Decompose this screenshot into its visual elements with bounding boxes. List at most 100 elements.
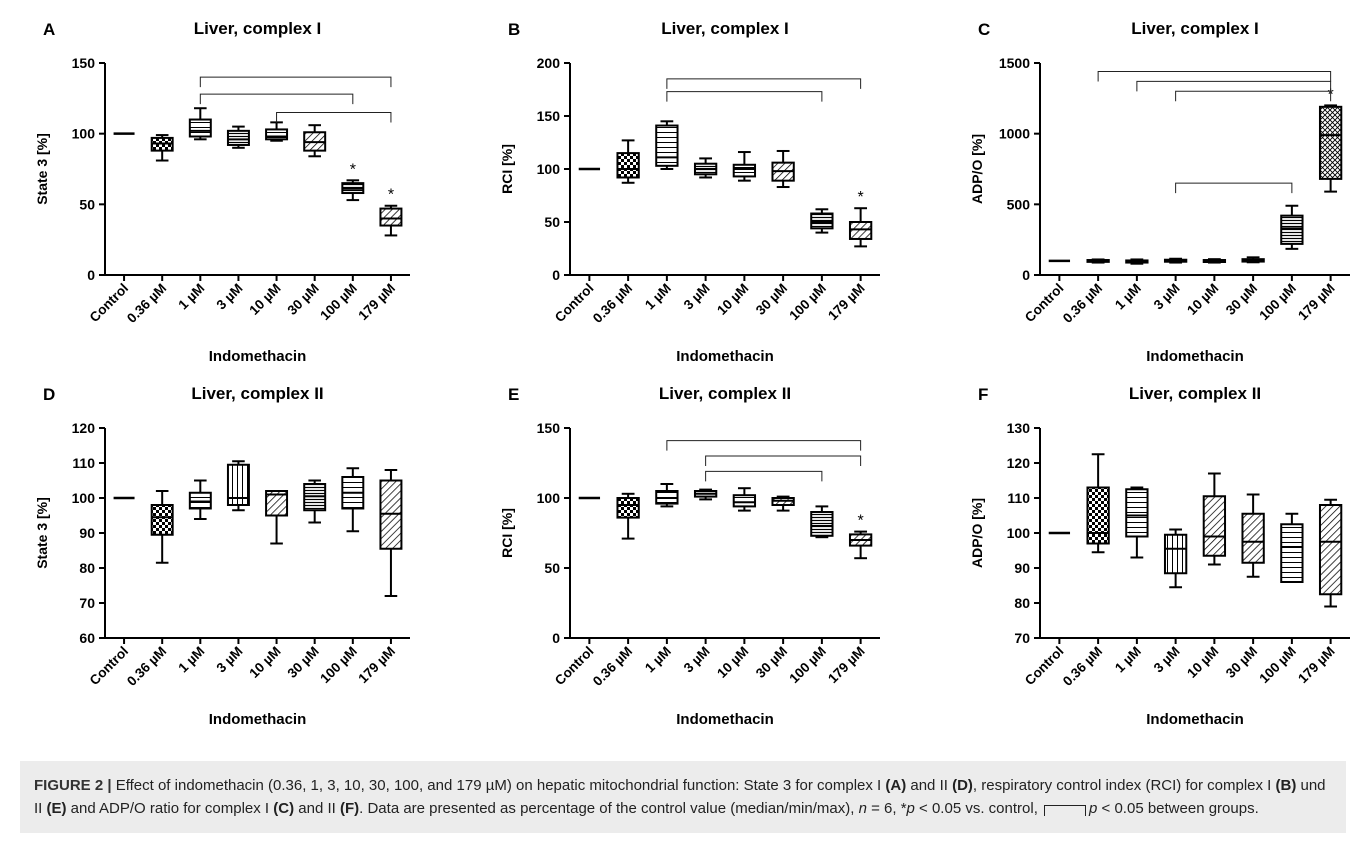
y-axis-label: State 3 [%] (34, 497, 50, 569)
group-bracket (276, 111, 392, 123)
caption-text: . Data are presented as percentage of th… (359, 800, 859, 817)
x-tick-label: 100 µM (317, 281, 360, 324)
y-tick-label: 0 (552, 267, 560, 283)
box-body (1241, 512, 1265, 564)
box-3 (1163, 257, 1188, 264)
box-4 (1202, 258, 1227, 264)
caption-ref-e: (E) (46, 800, 67, 817)
x-tick-label: 100 µM (1256, 281, 1299, 324)
x-axis-label: Indomethacin (676, 711, 774, 728)
panel-letter: C (978, 20, 990, 39)
x-tick-label: 1 µM (1112, 644, 1144, 676)
x-tick-label: 1 µM (642, 644, 674, 676)
box-7 (1318, 498, 1343, 608)
y-tick-label: 80 (79, 560, 95, 576)
box-body (616, 497, 640, 519)
x-tick-label: 3 µM (214, 281, 246, 313)
box-body (1318, 504, 1343, 596)
box-6 (1280, 512, 1304, 583)
box-5 (771, 495, 795, 512)
group-bracket (199, 93, 354, 105)
y-tick-label: 100 (537, 490, 561, 506)
box-body (1318, 105, 1343, 180)
box-body (1086, 486, 1110, 545)
x-tick-label: 1 µM (175, 644, 207, 676)
x-tick-label: 10 µM (246, 281, 283, 318)
box-body (1280, 214, 1304, 245)
box-5 (303, 124, 327, 158)
y-tick-label: 0 (1022, 267, 1030, 283)
box-body (1202, 495, 1227, 557)
panel-letter: E (508, 385, 519, 404)
box-3 (1163, 528, 1188, 589)
chart-title: Liver, complex I (194, 19, 322, 38)
caption-text: Effect of indomethacin (0.36, 1, 3, 10, … (111, 777, 886, 794)
bracket-legend-icon (1044, 805, 1087, 816)
caption-text: < 0.05 between groups. (1097, 800, 1259, 817)
box-body (379, 207, 403, 227)
caption-ref-c: (C) (273, 800, 295, 817)
x-axis-label: Indomethacin (209, 348, 307, 365)
box-4 (265, 490, 289, 545)
caption-ref-f: (F) (339, 800, 360, 817)
y-tick-label: 130 (1007, 420, 1031, 436)
caption-text: , respiratory control index (RCI) for co… (972, 777, 1276, 794)
caption-text: und II (34, 777, 1326, 817)
group-bracket (666, 78, 862, 89)
significance-star: * (350, 161, 356, 178)
x-tick-label: Control (1022, 281, 1067, 326)
box-1 (1086, 258, 1110, 264)
y-tick-label: 90 (79, 525, 95, 541)
y-tick-label: 120 (1007, 455, 1031, 471)
significance-star: * (858, 513, 864, 530)
box-5 (771, 149, 795, 189)
caption-text: < 0.05 vs. control, (914, 800, 1043, 817)
y-tick-label: 500 (1007, 196, 1031, 212)
box-4 (732, 151, 757, 182)
x-tick-label: 1 µM (642, 281, 674, 313)
x-tick-label: 30 µM (1223, 281, 1260, 318)
caption-figure-label: FIGURE 2 | (34, 777, 112, 794)
box-body (265, 490, 289, 517)
y-tick-label: 110 (1007, 490, 1030, 506)
x-tick-label: 10 µM (246, 644, 283, 681)
chart-panel-d: D Liver, complex II 60 70 80 90 100 110 120 State… (34, 384, 410, 728)
x-tick-label: 179 µM (355, 644, 398, 687)
box-6 (341, 467, 365, 533)
x-tick-label: Control (552, 281, 597, 326)
y-tick-label: 100 (1007, 525, 1031, 541)
box-7 (848, 207, 873, 248)
group-bracket (1175, 182, 1293, 194)
caption-n-variable: n (858, 800, 867, 817)
box-body (1125, 488, 1149, 538)
box-4 (732, 487, 757, 512)
x-tick-label: 30 µM (753, 281, 790, 318)
x-tick-label: 100 µM (786, 644, 829, 687)
box-6 (810, 505, 834, 539)
box-5 (303, 479, 327, 524)
x-tick-label: 3 µM (1151, 644, 1183, 676)
x-tick-label: 0.36 µM (124, 644, 169, 689)
y-tick-label: 80 (1014, 595, 1030, 611)
box-4 (265, 121, 289, 142)
x-axis-label: Indomethacin (676, 348, 774, 365)
x-tick-label: 30 µM (753, 644, 790, 681)
box-body (810, 511, 834, 537)
x-tick-label: 0.36 µM (590, 644, 635, 689)
x-tick-label: 10 µM (1184, 644, 1221, 681)
x-tick-label: Control (87, 281, 132, 326)
x-tick-label: 0.36 µM (1060, 281, 1105, 326)
y-tick-label: 70 (1014, 630, 1030, 646)
y-tick-label: 50 (544, 560, 560, 576)
box-3 (693, 488, 718, 501)
panel-letter: F (978, 385, 988, 404)
x-tick-label: Control (552, 644, 597, 689)
box-2 (188, 479, 212, 520)
chart-panel-a: A Liver, complex I 0 50 100 150 State 3 [%] Con… (34, 19, 410, 365)
panel-letter: B (508, 20, 520, 39)
box-body (732, 494, 757, 508)
significance-star: * (388, 187, 394, 204)
y-tick-label: 90 (1014, 560, 1030, 576)
box-1 (150, 490, 174, 564)
